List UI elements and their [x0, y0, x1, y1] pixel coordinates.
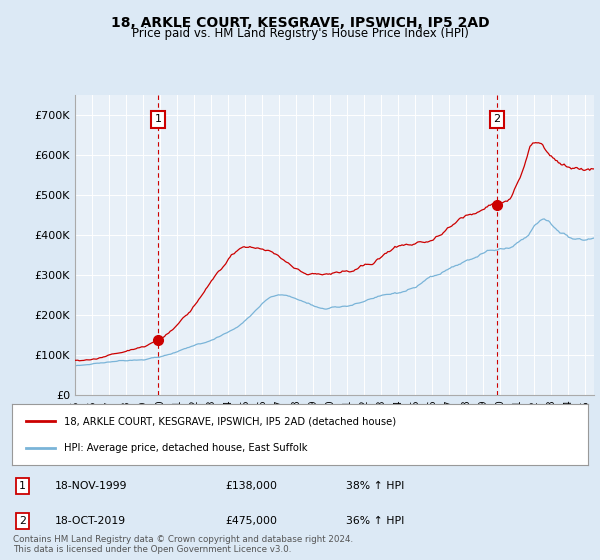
Text: 36% ↑ HPI: 36% ↑ HPI [346, 516, 404, 526]
Text: Contains HM Land Registry data © Crown copyright and database right 2024.
This d: Contains HM Land Registry data © Crown c… [13, 535, 353, 554]
Text: £475,000: £475,000 [225, 516, 277, 526]
Text: 18, ARKLE COURT, KESGRAVE, IPSWICH, IP5 2AD: 18, ARKLE COURT, KESGRAVE, IPSWICH, IP5 … [110, 16, 490, 30]
Text: £138,000: £138,000 [225, 480, 277, 491]
Text: 2: 2 [19, 516, 26, 526]
Text: 38% ↑ HPI: 38% ↑ HPI [346, 480, 404, 491]
Text: 18-OCT-2019: 18-OCT-2019 [55, 516, 127, 526]
Text: 2: 2 [493, 114, 500, 124]
Text: Price paid vs. HM Land Registry's House Price Index (HPI): Price paid vs. HM Land Registry's House … [131, 27, 469, 40]
Text: 1: 1 [19, 480, 26, 491]
Text: HPI: Average price, detached house, East Suffolk: HPI: Average price, detached house, East… [64, 443, 307, 453]
Text: 18, ARKLE COURT, KESGRAVE, IPSWICH, IP5 2AD (detached house): 18, ARKLE COURT, KESGRAVE, IPSWICH, IP5 … [64, 416, 396, 426]
Text: 1: 1 [155, 114, 161, 124]
Text: 18-NOV-1999: 18-NOV-1999 [55, 480, 128, 491]
